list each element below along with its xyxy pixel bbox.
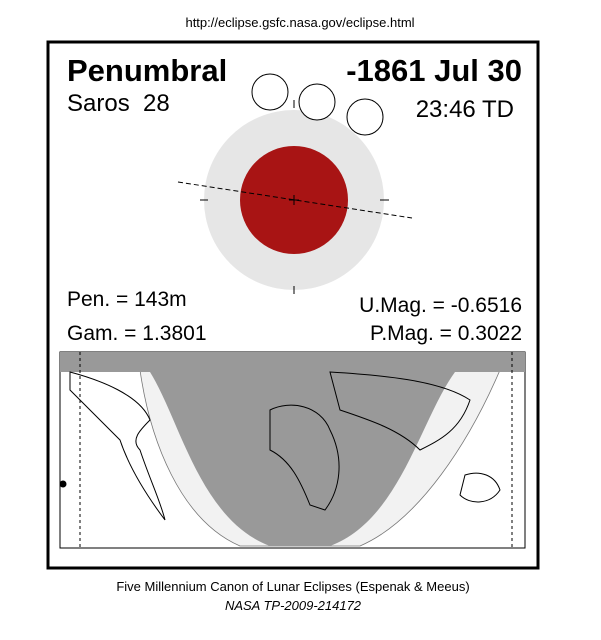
gamma: Gam. = 1.3801 bbox=[67, 322, 207, 345]
penumbral-magnitude: P.Mag. = 0.3022 bbox=[370, 322, 522, 345]
eclipse-time: 23:46 TD bbox=[416, 96, 514, 123]
moon bbox=[251, 73, 289, 111]
umbral-magnitude: U.Mag. = -0.6516 bbox=[359, 294, 522, 317]
eclipse-date: -1861 Jul 30 bbox=[346, 53, 522, 88]
world-map bbox=[59, 351, 526, 549]
source-url: http://eclipse.gsfc.nasa.gov/eclipse.htm… bbox=[185, 15, 414, 30]
axis-ticks bbox=[200, 100, 389, 294]
canon-credit: Five Millennium Canon of Lunar Eclipses … bbox=[116, 579, 469, 594]
eclipse-type: Penumbral bbox=[67, 53, 227, 88]
reference: NASA TP-2009-214172 bbox=[225, 598, 362, 613]
moon bbox=[346, 98, 384, 136]
penumbral-duration: Pen. = 143m bbox=[67, 288, 187, 311]
saros: Saros 28 bbox=[67, 90, 170, 117]
moon bbox=[298, 83, 336, 121]
